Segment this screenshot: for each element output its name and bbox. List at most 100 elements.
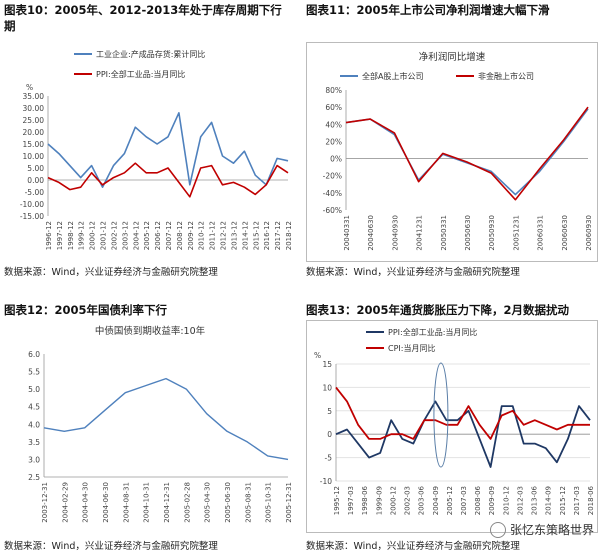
x-tick-label: 2015-12 bbox=[559, 486, 567, 515]
x-tick-label: 2000-12 bbox=[389, 486, 397, 515]
x-tick-label: 2013-12 bbox=[230, 221, 238, 250]
series-line-1 bbox=[345, 108, 589, 196]
highlight-ellipse bbox=[433, 362, 449, 468]
y-tick-label: 80% bbox=[325, 86, 342, 95]
y-tick-label: 3.0 bbox=[28, 455, 40, 464]
x-tick-label: 20050930 bbox=[488, 215, 496, 251]
y-tick-label: 20.00 bbox=[23, 128, 45, 137]
x-tick-label: 2010-12 bbox=[502, 486, 510, 515]
y-tick-label: 3.5 bbox=[28, 438, 40, 447]
panel2-heading: 图表11：2005年上市公司净利润增速大幅下滑 bbox=[306, 3, 550, 17]
x-tick-label: 2008-06 bbox=[474, 485, 482, 515]
x-tick-label: 2003-06 bbox=[418, 485, 426, 515]
y-tick-label: 0 bbox=[327, 430, 332, 439]
chart-ppi-cpi: 15 10 5 0 -5 -10% 1995-12 1997-03 1998-06 1999-09… bbox=[306, 320, 598, 533]
panel3-source: 数据来源：Wind，兴业证券经济与金融研究院整理 bbox=[4, 541, 218, 552]
x-tick-label: 2010-12 bbox=[198, 221, 206, 250]
x-tick-label: 2002-03 bbox=[404, 486, 412, 515]
watermark-text: 张忆东策略世界 bbox=[509, 523, 594, 537]
x-tick-label: 2005-12 bbox=[446, 486, 454, 515]
x-tick-label: 2008-12 bbox=[176, 221, 184, 250]
x-tick-label: 2014-12 bbox=[241, 221, 249, 250]
x-tick-label: 2004-10-31 bbox=[143, 482, 151, 523]
y-tick-label: -10.00 bbox=[20, 200, 44, 209]
series-line-2 bbox=[345, 106, 589, 201]
x-tick-label: 2005-12-31 bbox=[285, 482, 293, 523]
legend-label-1: 全部A股上市公司 bbox=[362, 71, 423, 81]
x-tick-label: 2004-04-30 bbox=[82, 482, 90, 523]
y-tick-label: -5.00 bbox=[25, 188, 45, 197]
x-tick-label: 2012-03 bbox=[516, 486, 524, 515]
x-tick-label: 2004-02-29 bbox=[61, 482, 69, 523]
legend-label-2: PPI:全部工业品:当月同比 bbox=[96, 69, 185, 79]
y-tick-label: 6.0 bbox=[28, 350, 40, 359]
y-tick-label: 15 bbox=[322, 360, 332, 369]
x-tick-label: 2011-12 bbox=[209, 221, 217, 250]
legend-label-2: 非金融上市公司 bbox=[478, 71, 534, 81]
series-line-1 bbox=[47, 112, 289, 188]
x-tick-label: 2005-12 bbox=[143, 221, 151, 250]
x-tick-label: 20040630 bbox=[367, 215, 375, 251]
x-tick-label: 2013-06 bbox=[531, 485, 539, 515]
x-tick-label: 2004-08-31 bbox=[122, 482, 130, 523]
y-tick-label: -60% bbox=[323, 206, 342, 215]
legend-label-2: CPI:当月同比 bbox=[388, 343, 435, 353]
y-tick-label: 5.00 bbox=[27, 164, 44, 173]
y-tick-label: 35.00 bbox=[23, 92, 45, 101]
y-axis-unit: % bbox=[314, 351, 321, 360]
x-tick-label: 2005-02-28 bbox=[183, 482, 191, 523]
y-tick-label: 20% bbox=[325, 137, 342, 146]
y-axis-unit: % bbox=[26, 83, 33, 92]
y-tick-label: 25.00 bbox=[23, 116, 45, 125]
y-tick-label: 5.0 bbox=[28, 385, 40, 394]
x-tick-label: 2007-03 bbox=[460, 486, 468, 515]
y-tick-label: 10 bbox=[322, 383, 332, 392]
x-tick-label: 2018-06 bbox=[587, 485, 595, 515]
chart-net-profit: 净利润同比增速 80% 60% 40% 20% 0% -20% -40% -60%2004033… bbox=[306, 42, 598, 262]
y-tick-label: 4.0 bbox=[28, 420, 40, 429]
chart-inventory-ppi: 35.00 30.00 25.00 20.00 15.00 10.00 5.00 0.00 -5… bbox=[20, 49, 293, 250]
x-tick-label: 2003-12-31 bbox=[41, 482, 49, 523]
panel1-heading-line1: 图表10：2005年、2012-2013年处于库存周期下行 bbox=[4, 3, 282, 17]
panel1-source: 数据来源：Wind，兴业证券经济与金融研究院整理 bbox=[4, 267, 218, 278]
x-tick-label: 2018-12 bbox=[285, 221, 293, 250]
watermark: 张忆东策略世界 bbox=[489, 521, 594, 538]
wechat-icon bbox=[489, 521, 506, 538]
x-tick-label: 20050630 bbox=[464, 215, 472, 251]
series-line-2 bbox=[335, 386, 590, 440]
y-tick-label: 60% bbox=[325, 103, 342, 112]
x-tick-label: 2004-06-30 bbox=[102, 482, 110, 523]
x-tick-label: 2001-12 bbox=[100, 221, 108, 250]
panel1-heading: 图表10：2005年、2012-2013年处于库存周期下行 期 bbox=[4, 2, 296, 34]
x-tick-label: 1997-03 bbox=[347, 486, 355, 515]
y-tick-label: 0.00 bbox=[27, 176, 44, 185]
x-tick-label: 2002-12 bbox=[110, 221, 118, 250]
y-tick-label: -10 bbox=[320, 477, 332, 486]
x-tick-label: 20041231 bbox=[416, 215, 424, 251]
y-tick-label: 0% bbox=[330, 155, 342, 164]
series-line-2 bbox=[47, 162, 289, 198]
legend-label-1: 工业企业:产成品存货:累计同比 bbox=[96, 49, 205, 59]
legend-label-1: PPI:全部工业品:当月同比 bbox=[388, 327, 477, 337]
y-tick-label: 2.5 bbox=[28, 473, 40, 482]
x-tick-label: 2004-09 bbox=[432, 486, 440, 515]
chart-bond-yield: 中债国债到期收益率:10年6.05.55.04.54.03.53.02.5200… bbox=[28, 325, 293, 523]
x-tick-label: 2003-12 bbox=[121, 221, 129, 250]
x-tick-label: 20050331 bbox=[440, 215, 448, 251]
x-tick-label: 2005-10-31 bbox=[265, 482, 273, 523]
x-tick-label: 2014-09 bbox=[545, 486, 553, 515]
chart-title: 中债国债到期收益率:10年 bbox=[95, 325, 206, 337]
x-tick-label: 2017-12 bbox=[274, 221, 282, 250]
x-tick-label: 1998-12 bbox=[67, 221, 75, 250]
chart-frame bbox=[306, 42, 598, 262]
series-line-1 bbox=[43, 377, 289, 461]
y-tick-label: 30.00 bbox=[23, 104, 45, 113]
x-tick-label: 20060630 bbox=[561, 215, 569, 251]
x-tick-label: 2005-06-30 bbox=[224, 482, 232, 523]
x-tick-label: 20060331 bbox=[537, 215, 545, 251]
x-tick-label: 20060930 bbox=[585, 215, 593, 251]
y-tick-label: 40% bbox=[325, 120, 342, 129]
x-tick-label: 2015-12 bbox=[252, 221, 260, 250]
x-tick-label: 2012-12 bbox=[220, 221, 228, 250]
panel1-heading-line2: 期 bbox=[4, 19, 16, 33]
